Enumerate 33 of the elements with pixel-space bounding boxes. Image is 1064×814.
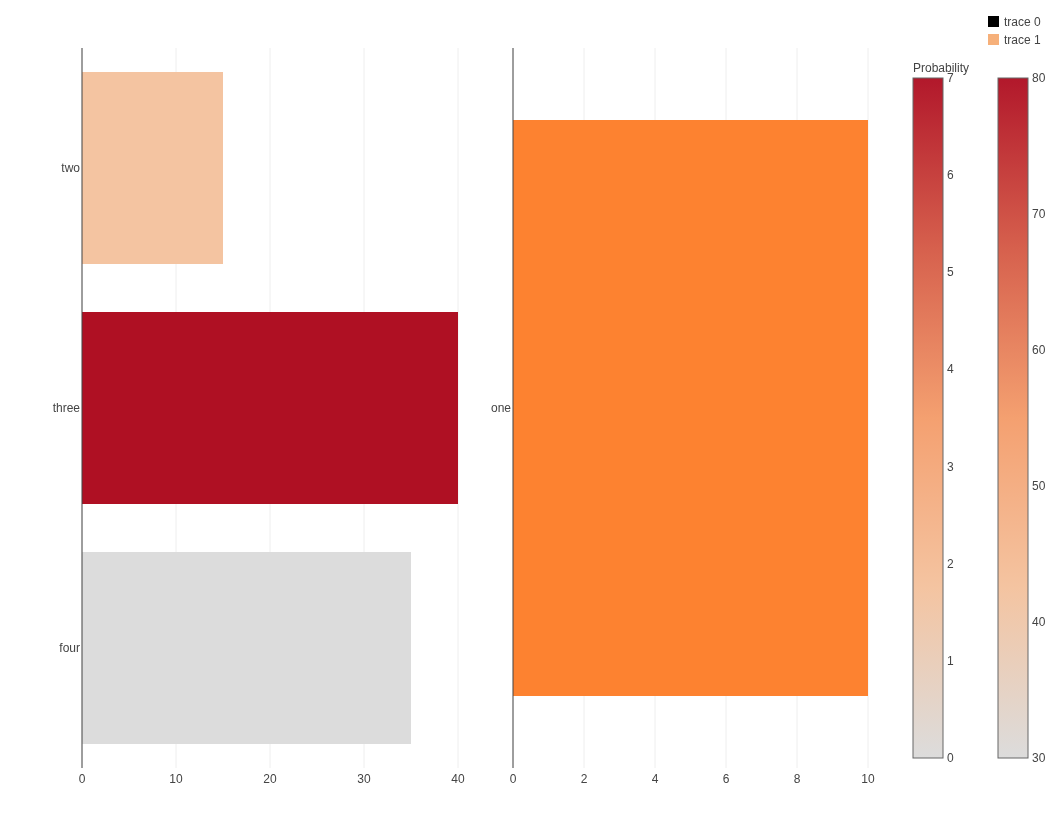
x-tick-label: 0 xyxy=(509,772,517,786)
color-bar-label: 80 xyxy=(1032,71,1046,85)
color-bar-label: 40 xyxy=(1032,615,1046,629)
color-bar-label: 50 xyxy=(1032,479,1046,493)
text: trace 1 xyxy=(1004,33,1042,47)
x-tick-label: 2 xyxy=(580,772,588,786)
bar xyxy=(82,312,458,504)
color-bar-label: 6 xyxy=(947,168,954,183)
bar xyxy=(82,552,411,744)
x-tick-label: 40 xyxy=(451,772,465,786)
bar xyxy=(82,72,223,264)
y-tick-label: one xyxy=(490,401,512,415)
color-bar-label: 70 xyxy=(1032,207,1046,221)
color-bar-label: 3 xyxy=(947,459,954,474)
x-tick-label: 20 xyxy=(263,772,277,786)
color-bar-label: 1 xyxy=(947,653,954,668)
x-tick-label: 6 xyxy=(722,772,730,786)
x-tick-label: 8 xyxy=(793,772,801,786)
text: trace 0 xyxy=(1004,15,1042,29)
x-tick-label: 10 xyxy=(169,772,183,786)
color-bar-label: 30 xyxy=(1032,751,1046,765)
color-bar-label: 4 xyxy=(947,362,954,377)
color-bar-label: 0 xyxy=(947,751,954,765)
y-tick-label: four xyxy=(59,641,80,655)
y-tick-label: three xyxy=(52,401,81,415)
color-bar-label: 60 xyxy=(1032,343,1046,357)
x-tick-label: 0 xyxy=(78,772,86,786)
color-bar-label: 2 xyxy=(947,556,954,571)
y-tick-label: two xyxy=(61,161,81,175)
color-bar-label: 5 xyxy=(947,265,954,280)
x-tick-label: 10 xyxy=(861,772,875,786)
x-tick-label: 4 xyxy=(651,772,659,786)
x-tick-label: 30 xyxy=(357,772,371,786)
